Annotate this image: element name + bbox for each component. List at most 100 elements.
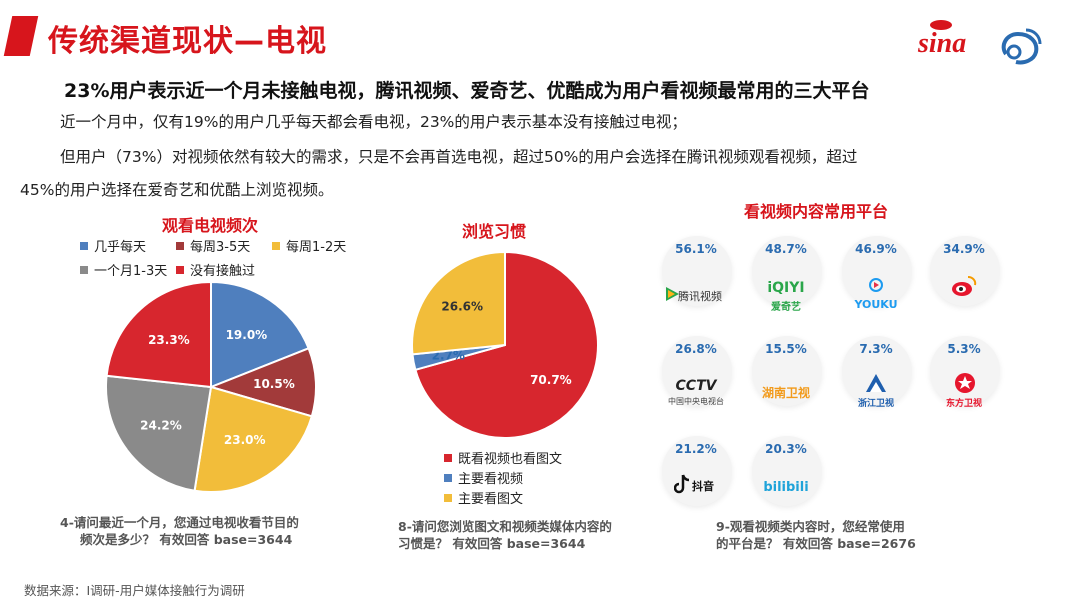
- chart2-data-label: 26.6%: [441, 299, 483, 313]
- platform-bubble: [752, 436, 822, 506]
- platform-dongfang-name: 东方卫视: [945, 399, 982, 409]
- chart2-note-line-2: 习惯是？ 有效回答 base=3644: [398, 536, 586, 551]
- chart1-note-line-1: 4-请问最近一个月，您通过电视收看节目的: [60, 515, 299, 530]
- platform-youku: 46.9% YOUKU: [836, 236, 916, 316]
- platform-cctv: 26.8% CCTV 中国中央电视台: [656, 336, 736, 416]
- platform-zhejiang: 7.3% 浙江卫视: [836, 336, 916, 416]
- platform-iqiyi: 48.7% iQIYI 爱奇艺: [746, 236, 826, 316]
- platform-iqiyi-value: 48.7%: [765, 242, 807, 256]
- chart3-note-line-1: 9-观看视频类内容时，您经常使用: [716, 519, 905, 534]
- chart2-slice: [411, 250, 506, 356]
- youku-play-icon: [869, 278, 883, 292]
- platform-bubble: [662, 436, 732, 506]
- dongfang-tv-icon: [955, 373, 975, 393]
- chart2-title: 浏览习惯: [462, 222, 527, 241]
- platform-tencent-name: 腾讯视频: [678, 290, 722, 303]
- platform-hunan-name: 湖南卫视: [761, 386, 810, 400]
- chart1-slice: [105, 280, 212, 389]
- platform-hunan-value: 15.5%: [765, 342, 807, 356]
- platform-dongfang: 5.3% 东方卫视: [924, 336, 1004, 416]
- description-line-3: 45%的用户选择在爱奇艺和优酷上浏览视频。: [20, 181, 334, 199]
- legend-swatch: [80, 241, 88, 250]
- platform-tencent: 56.1% 腾讯视频: [656, 236, 736, 316]
- legend-swatch: [444, 453, 452, 462]
- description-line-2: 但用户（73%）对视频依然有较大的需求，只是不会再首选电视，超过50%的用户会选…: [60, 148, 858, 166]
- platform-bubble: [842, 236, 912, 306]
- platform-youku-value: 46.9%: [855, 242, 897, 256]
- chart1-note-line-2: 频次是多少？ 有效回答 base=3644: [80, 532, 293, 547]
- chart2-slice: [414, 250, 599, 439]
- page-title: 传统渠道现状—电视: [48, 24, 327, 59]
- chart1-title: 观看电视频次: [162, 216, 259, 235]
- tencent-video-icon: [666, 287, 679, 301]
- legend-label: 每周1-2天: [286, 240, 347, 255]
- platform-zhejiang-name: 浙江卫视: [857, 399, 894, 409]
- legend-label: 一个月1-3天: [94, 264, 168, 279]
- platform-bubble: [662, 336, 732, 406]
- sina-logo: sina: [918, 28, 967, 59]
- chart1-slice: [193, 385, 314, 493]
- weibo-logo-icon: [1001, 28, 1042, 65]
- legend-swatch: [272, 241, 280, 250]
- platform-cctv-value: 26.8%: [675, 342, 717, 356]
- platform-dongfang-value: 5.3%: [947, 342, 981, 356]
- chart1-legend-item: 每周3-5天: [176, 236, 250, 255]
- platform-iqiyi-logo: iQIYI: [767, 280, 805, 296]
- legend-label: 主要看图文: [458, 492, 524, 507]
- platform-bubble: [752, 236, 822, 306]
- chart2-note-line-1: 8-请问您浏览图文和视频类媒体内容的: [398, 519, 612, 534]
- title-accent-bar: [3, 16, 39, 56]
- weibo-icon: [952, 276, 977, 296]
- chart1-slice: [207, 347, 317, 418]
- chart1-data-label: 23.0%: [224, 433, 266, 447]
- legend-label: 主要看视频: [458, 472, 524, 487]
- chart3-note-line-2: 的平台是？ 有效回答 base=2676: [716, 536, 916, 551]
- legend-label: 没有接触过: [190, 264, 256, 279]
- platform-cctv-logo: CCTV: [675, 378, 717, 394]
- platform-douyin: 21.2% 抖音: [656, 436, 736, 516]
- legend-swatch: [444, 473, 452, 482]
- legend-swatch: [444, 493, 452, 502]
- header: 传统渠道现状—电视 sina: [0, 12, 1080, 65]
- legend-swatch: [80, 265, 88, 274]
- douyin-icon: [674, 474, 690, 494]
- chart1-legend-item: 一个月1-3天: [80, 260, 167, 279]
- chart1-slice: [105, 374, 213, 492]
- chart3-title: 看视频内容常用平台: [744, 202, 889, 221]
- chart1-data-label: 23.3%: [148, 333, 190, 347]
- platform-weibo: 34.9%: [924, 236, 1004, 316]
- platform-youku-name: YOUKU: [854, 298, 898, 311]
- chart1-pie: 19.0% 10.5% 23.0% 24.2% 23.3%: [105, 280, 317, 493]
- chart1-legend-item: 没有接触过: [176, 260, 255, 279]
- platform-douyin-name: 抖音: [692, 480, 714, 493]
- legend-swatch: [176, 241, 184, 250]
- legend-label: 几乎每天: [94, 240, 147, 255]
- platform-zhejiang-value: 7.3%: [859, 342, 893, 356]
- legend-label: 每周3-5天: [190, 240, 251, 255]
- zhejiang-tv-icon: [866, 374, 886, 392]
- data-source: 数据来源：I调研-用户媒体接触行为调研: [24, 583, 245, 598]
- legend-swatch: [176, 265, 184, 274]
- platform-bubble: [842, 336, 912, 406]
- platform-bilibili-value: 20.3%: [765, 442, 807, 456]
- platform-bubble: [930, 336, 1000, 406]
- platform-iqiyi-name: 爱奇艺: [771, 302, 801, 313]
- platform-bilibili: 20.3% bilibili: [746, 436, 826, 516]
- subtitle: 23%用户表示近一个月未接触电视，腾讯视频、爱奇艺、优酷成为用户看视频最常用的三…: [64, 80, 870, 102]
- sina-eye-icon: [930, 20, 952, 30]
- chart2-data-label: 70.7%: [530, 373, 572, 387]
- description-line-1: 近一个月中，仅有19%的用户几乎每天都会看电视，23%的用户表示基本没有接触过电…: [60, 113, 687, 131]
- chart2-legend-item: 主要看视频: [444, 468, 523, 487]
- platform-tencent-value: 56.1%: [675, 242, 717, 256]
- chart1-legend-item: 几乎每天: [80, 236, 146, 255]
- chart2-legend-item: 主要看图文: [444, 488, 523, 507]
- platform-bilibili-name: bilibili: [763, 480, 809, 495]
- platform-cctv-name: 中国中央电视台: [668, 397, 724, 406]
- chart1-legend-item: 每周1-2天: [272, 236, 346, 255]
- chart2-pie: 70.7%2.7%26.6%: [411, 250, 599, 439]
- chart1-data-label: 24.2%: [140, 418, 182, 432]
- platform-douyin-value: 21.2%: [675, 442, 717, 456]
- platform-hunan: 15.5% 湖南卫视: [746, 336, 826, 416]
- platform-bubble: [752, 336, 822, 406]
- chart1-slice: [210, 280, 310, 389]
